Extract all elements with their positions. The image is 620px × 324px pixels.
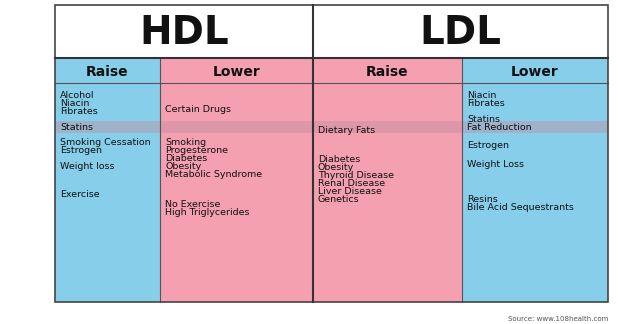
Text: Statins: Statins [467, 115, 500, 124]
Text: Genetics: Genetics [318, 195, 360, 204]
Text: Diabetes: Diabetes [318, 155, 360, 164]
Text: Metabolic Syndrome: Metabolic Syndrome [165, 170, 262, 179]
Bar [160, 58, 313, 83]
Text: Certain Drugs: Certain Drugs [165, 105, 231, 114]
Text: HDL: HDL [139, 14, 229, 52]
Text: Fibrates: Fibrates [467, 99, 505, 108]
Text: Niacin: Niacin [60, 99, 89, 108]
Text: Fat Reduction: Fat Reduction [467, 123, 531, 132]
Bar [313, 58, 462, 83]
Text: High Triglycerides: High Triglycerides [165, 208, 249, 217]
Text: Progesterone: Progesterone [165, 146, 228, 155]
Text: Obesity: Obesity [165, 162, 202, 171]
Bar [160, 83, 313, 302]
Bar [462, 83, 608, 302]
Bar [55, 5, 608, 302]
Text: Dietary Fats: Dietary Fats [318, 126, 375, 135]
Text: No Exercise: No Exercise [165, 200, 220, 209]
Text: Lower: Lower [213, 64, 260, 78]
Bar [55, 58, 160, 83]
Text: Raise: Raise [366, 64, 409, 78]
Bar [313, 83, 462, 302]
Bar [55, 121, 608, 133]
Text: Renal Disease: Renal Disease [318, 179, 385, 188]
Text: Bile Acid Sequestrants: Bile Acid Sequestrants [467, 203, 574, 212]
Text: Statins: Statins [60, 123, 93, 132]
Bar [462, 58, 608, 83]
Text: Obesity: Obesity [318, 163, 354, 172]
Text: Exercise: Exercise [60, 190, 100, 199]
Text: Resins: Resins [467, 195, 498, 204]
Text: Source: www.108health.com: Source: www.108health.com [508, 316, 608, 322]
Text: LDL: LDL [420, 14, 502, 52]
Text: Estrogen: Estrogen [60, 146, 102, 155]
Text: Raise: Raise [86, 64, 129, 78]
Text: Fibrates: Fibrates [60, 107, 98, 116]
Text: Weight loss: Weight loss [60, 162, 115, 171]
Bar [55, 83, 160, 302]
Text: Niacin: Niacin [467, 91, 497, 100]
Text: Diabetes: Diabetes [165, 154, 207, 163]
Text: Smoking Cessation: Smoking Cessation [60, 138, 151, 147]
Text: Estrogen: Estrogen [467, 141, 509, 150]
Text: Lower: Lower [511, 64, 559, 78]
Text: Weight Loss: Weight Loss [467, 160, 524, 169]
Text: Thyroid Disease: Thyroid Disease [318, 171, 394, 180]
Text: Alcohol: Alcohol [60, 91, 94, 100]
Text: Smoking: Smoking [165, 138, 206, 147]
Text: Liver Disease: Liver Disease [318, 187, 382, 196]
